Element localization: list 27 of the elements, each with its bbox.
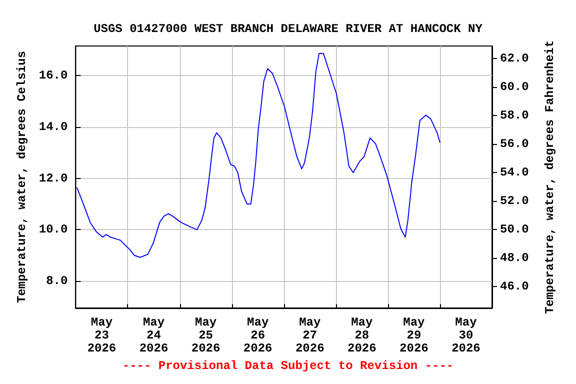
x-tick-label: May 23 2026 xyxy=(87,316,116,356)
y2-tick-label: 46.0 xyxy=(500,280,529,294)
y-tick-label: 10.0 xyxy=(38,222,68,237)
y2-tick-label: 56.0 xyxy=(500,137,529,152)
x-tick-label: May 25 2026 xyxy=(191,316,220,356)
text: ---- Provisional Data Subject to Revision ---- xyxy=(122,359,454,373)
y2-tick-label: 60.0 xyxy=(500,80,529,94)
y-tick-label: 8.0 xyxy=(46,274,68,288)
x-tick-label: May 27 2026 xyxy=(295,316,324,356)
x-tick-label: May 26 2026 xyxy=(243,316,272,356)
line-series xyxy=(76,52,440,258)
y2-tick-label: 52.0 xyxy=(500,194,529,208)
y-axis-title: Temperature, water, degrees Celsius xyxy=(15,50,29,304)
y-tick-label: 16.0 xyxy=(38,68,68,83)
y2-tick-label: 50.0 xyxy=(500,222,529,237)
y2-tick-label: 48.0 xyxy=(500,251,529,266)
y2-tick-label: 62.0 xyxy=(500,51,529,66)
y-tick-label: 14.0 xyxy=(38,120,68,134)
x-tick-label: May 28 2026 xyxy=(348,316,376,356)
y2-axis-title: Temperature, water, degrees Fahrenheit xyxy=(543,40,557,314)
chart-title: USGS 01427000 WEST BRANCH DELAWARE RIVER AT HANCOCK NY xyxy=(94,22,484,36)
x-tick-label: May 29 2026 xyxy=(400,316,428,356)
x-tick-label: May 30 2026 xyxy=(452,316,480,356)
x-tick-label: May 24 2026 xyxy=(139,316,168,356)
y2-tick-label: 54.0 xyxy=(500,166,529,180)
y2-tick-label: 58.0 xyxy=(500,108,529,122)
y-tick-label: 12.0 xyxy=(38,171,68,186)
